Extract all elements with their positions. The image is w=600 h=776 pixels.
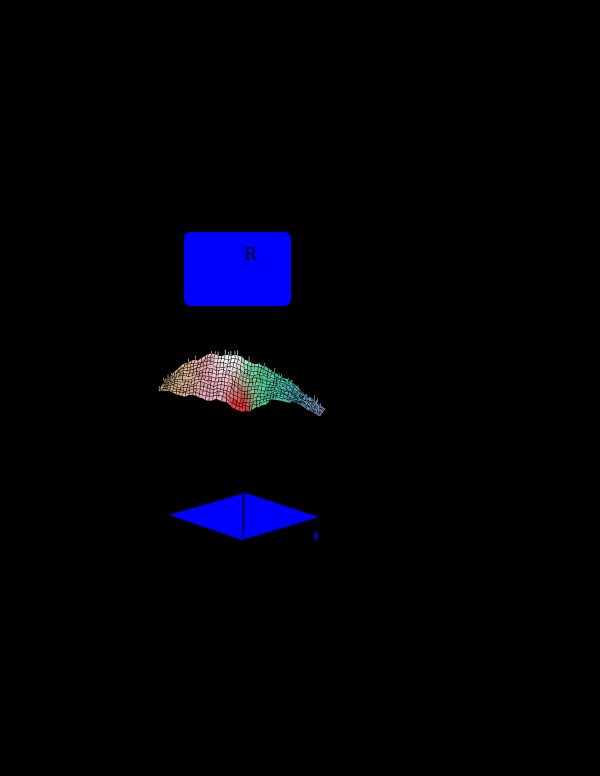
region-r-rect: R	[184, 232, 291, 306]
region-r-label: R	[244, 245, 257, 265]
small-blue-tick	[315, 532, 318, 540]
surface-plot	[158, 349, 326, 417]
